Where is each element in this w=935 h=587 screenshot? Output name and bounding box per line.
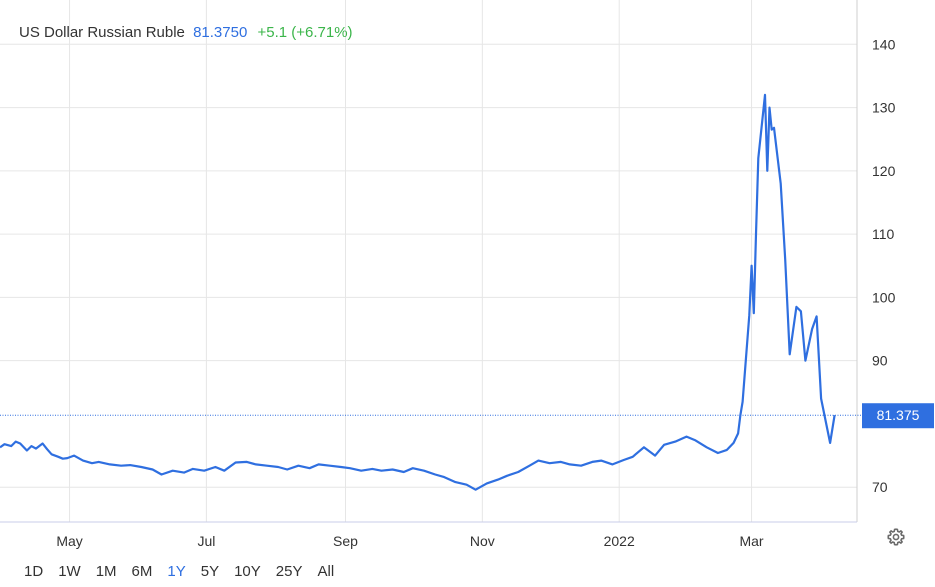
gear-icon[interactable] bbox=[886, 527, 906, 547]
range-button-6m[interactable]: 6M bbox=[131, 563, 153, 580]
instrument-name: US Dollar Russian Ruble bbox=[19, 24, 185, 41]
range-button-1d[interactable]: 1D bbox=[24, 563, 44, 580]
range-button-25y[interactable]: 25Y bbox=[275, 563, 303, 580]
last-value-badge bbox=[862, 403, 934, 429]
x-tick-label: Jul bbox=[197, 533, 215, 549]
axes bbox=[0, 0, 858, 523]
range-button-10y[interactable]: 10Y bbox=[234, 563, 261, 580]
chart-header: US Dollar Russian Ruble 81.3750 +5.1 (+6… bbox=[19, 24, 353, 41]
range-button-all[interactable]: All bbox=[317, 563, 335, 580]
y-tick-label: 100 bbox=[872, 289, 896, 305]
range-button-5y[interactable]: 5Y bbox=[200, 563, 220, 580]
x-tick-label: Mar bbox=[739, 533, 763, 549]
range-button-1w[interactable]: 1W bbox=[58, 563, 81, 580]
y-tick-label: 130 bbox=[872, 100, 896, 116]
series-line bbox=[0, 93, 836, 491]
y-tick-label: 120 bbox=[872, 163, 896, 179]
y-tick-label: 90 bbox=[872, 353, 888, 369]
series-layer bbox=[0, 93, 862, 491]
last-value-label: 81.375 bbox=[877, 407, 920, 423]
x-tick-label: Nov bbox=[470, 533, 495, 549]
price-change: +5.1 (+6.71%) bbox=[257, 24, 353, 41]
x-tick-label: Sep bbox=[333, 533, 358, 549]
range-button-1m[interactable]: 1M bbox=[95, 563, 117, 580]
current-price: 81.3750 bbox=[193, 24, 248, 41]
y-tick-label: 70 bbox=[872, 479, 888, 495]
x-tick-label: May bbox=[56, 533, 82, 549]
axis-labels: 70 90 100 110 120 130 140 May Jul Sep Nov 2022 Mar 81… bbox=[56, 36, 934, 549]
range-selector: 1D 1W 1M 6M 1Y 5Y 10Y 25Y All bbox=[24, 563, 349, 580]
x-tick-label: 2022 bbox=[604, 533, 635, 549]
grid-lines bbox=[0, 0, 857, 522]
range-button-1y[interactable]: 1Y bbox=[167, 563, 186, 580]
y-tick-label: 140 bbox=[872, 36, 896, 52]
y-tick-label: 110 bbox=[872, 226, 895, 242]
